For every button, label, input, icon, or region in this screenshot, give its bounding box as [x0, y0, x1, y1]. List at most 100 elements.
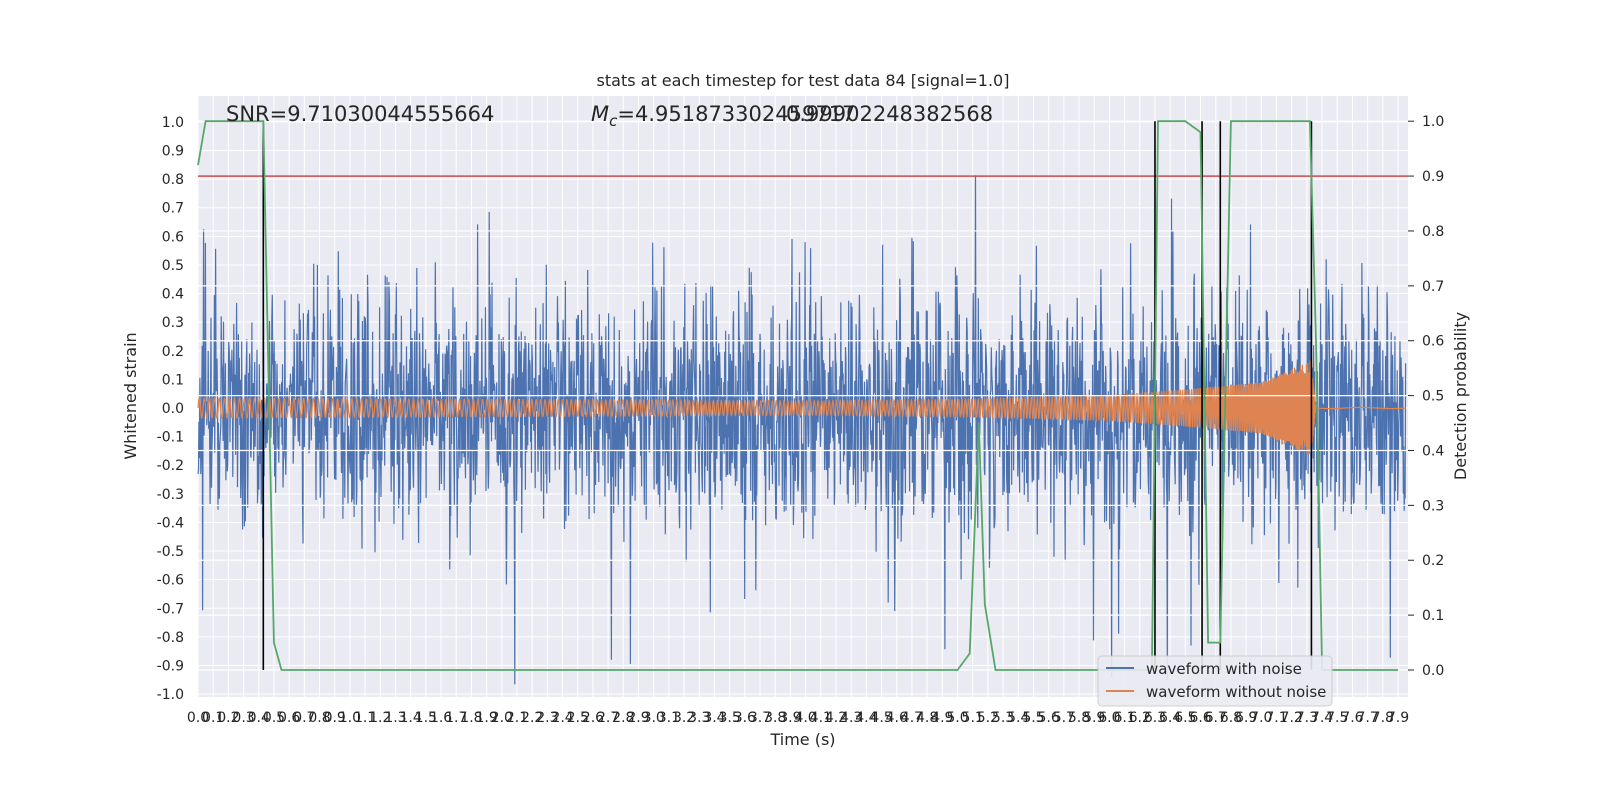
x-tick-label: 6.4 — [1159, 710, 1181, 726]
y-tick-label: -0.5 — [157, 544, 184, 560]
x-tick-label: 5.8 — [1068, 710, 1090, 726]
x-tick-label: 4.0 — [794, 710, 816, 726]
x-tick-label: 0.0 — [187, 710, 209, 726]
x-tick-label: 3.4 — [703, 710, 725, 726]
chirp-mass-annotation: Mc=4.951873302459717 — [591, 102, 855, 130]
chirp-mass-subscript: c — [609, 112, 618, 130]
x-tick-label: 7.2 — [1281, 710, 1303, 726]
x-tick-label: 4.9 — [931, 710, 953, 726]
x-tick-label: 4.6 — [886, 710, 908, 726]
y-ticks-left: 1.0 0.9 0.8 0.7 0.6 0.5 0.4 0.3 0.2 0.1 0.0 -0.1 -0.… — [157, 115, 184, 703]
y-tick-label: 0.2 — [162, 344, 184, 360]
x-tick-label: 2.9 — [627, 710, 649, 726]
x-axis-label: Time (s) — [769, 730, 835, 749]
y-tick-label: 0.9 — [162, 144, 184, 160]
y-tick-label-right: 0.7 — [1422, 279, 1444, 295]
series-waveform-with-noise — [197, 175, 1407, 685]
x-tick-label: 2.5 — [567, 710, 589, 726]
y-tick-label: -1.0 — [157, 687, 184, 703]
y-tick-label-right: 0.5 — [1422, 389, 1444, 405]
x-tick-label: 5.6 — [1038, 710, 1060, 726]
x-tick-label: 0.4 — [248, 710, 270, 726]
y-tick-label: -0.1 — [157, 430, 184, 446]
y-tick-label: -0.7 — [157, 601, 184, 617]
x-tick-label: 1.2 — [369, 710, 391, 726]
x-tick-label: 3.0 — [643, 710, 665, 726]
x-tick-label: 4.3 — [840, 710, 862, 726]
y-tick-label-right: 1.0 — [1422, 114, 1444, 130]
x-tick-label: 6.8 — [1220, 710, 1242, 726]
chart-title: stats at each timestep for test data 84 … — [597, 71, 1010, 90]
x-tick-label: 0.3 — [232, 710, 254, 726]
x-ticks: 0.00.10.20.30.40.50.60.70.80.91.01.11.21… — [187, 710, 1409, 726]
series-detection-probability — [197, 120, 1398, 671]
x-tick-label: 6.6 — [1189, 710, 1211, 726]
x-tick-label: 1.7 — [445, 710, 467, 726]
x-tick-label: 1.6 — [430, 710, 452, 726]
y-tick-label-right: 0.8 — [1422, 224, 1444, 240]
x-tick-label: 2.4 — [551, 710, 573, 726]
x-tick-label: 6.1 — [1113, 710, 1135, 726]
snr-annotation: SNR=9.71030044555664 — [226, 102, 494, 126]
y-tick-label-right: 0.0 — [1422, 663, 1444, 679]
x-tick-label: 1.1 — [354, 710, 376, 726]
noise-line — [197, 175, 1407, 685]
x-tick-label: 4.7 — [901, 710, 923, 726]
x-tick-label: 4.4 — [855, 710, 877, 726]
x-tick-label: 5.4 — [1007, 710, 1029, 726]
x-tick-label: 7.1 — [1265, 710, 1287, 726]
x-tick-label: 3.2 — [673, 710, 695, 726]
x-tick-label: 3.3 — [688, 710, 710, 726]
y-tick-label: -0.8 — [157, 630, 184, 646]
chirp-mass-value: =4.951873302459717 — [617, 102, 855, 126]
x-tick-label: 2.0 — [491, 710, 513, 726]
x-tick-label: 7.5 — [1326, 710, 1348, 726]
x-tick-label: 4.1 — [810, 710, 832, 726]
x-tick-label: 1.0 — [339, 710, 361, 726]
x-tick-label: 7.6 — [1341, 710, 1363, 726]
x-tick-label: 3.6 — [734, 710, 756, 726]
legend: waveform with noise waveform without noi… — [1097, 655, 1333, 707]
x-tick-label: 3.8 — [764, 710, 786, 726]
x-tick-label: 5.7 — [1053, 710, 1075, 726]
y-tick-label: 0.3 — [162, 315, 184, 331]
x-tick-label: 6.0 — [1098, 710, 1120, 726]
x-tick-label: 6.5 — [1174, 710, 1196, 726]
y-axis-label-right: Detection probability — [1451, 312, 1470, 480]
x-tick-label: 6.7 — [1205, 710, 1227, 726]
legend-box — [1097, 655, 1333, 707]
x-tick-label: 1.3 — [384, 710, 406, 726]
x-tick-label: 0.1 — [202, 710, 224, 726]
y-tick-label: -0.3 — [157, 487, 184, 503]
x-tick-label: 5.1 — [962, 710, 984, 726]
legend-label-noise: waveform with noise — [1146, 660, 1302, 678]
y-ticks-right: 1.0 0.9 0.8 0.7 0.6 0.5 0.4 0.3 0.2 0.1 0.0 — [1408, 114, 1444, 679]
x-tick-label: 6.3 — [1144, 710, 1166, 726]
y-tick-label-right: 0.1 — [1422, 608, 1444, 624]
x-tick-label: 7.3 — [1296, 710, 1318, 726]
x-tick-label: 4.2 — [825, 710, 847, 726]
x-tick-label: 4.5 — [870, 710, 892, 726]
y-tick-label: -0.2 — [157, 458, 184, 474]
x-tick-label: 7.4 — [1311, 710, 1333, 726]
x-tick-label: 7.7 — [1356, 710, 1378, 726]
y-tick-label: 1.0 — [162, 115, 184, 131]
y-tick-label: 0.5 — [162, 258, 184, 274]
legend-label-signal: waveform without noise — [1146, 683, 1326, 701]
x-tick-label: 5.0 — [946, 710, 968, 726]
x-tick-label: 0.7 — [293, 710, 315, 726]
y-tick-label: -0.4 — [157, 515, 184, 531]
y-tick-label: 0.0 — [162, 401, 184, 417]
y-tick-label: -0.6 — [157, 573, 184, 589]
overlap-annotation: 0.99902248382568 — [786, 102, 993, 126]
x-tick-label: 2.8 — [612, 710, 634, 726]
x-tick-label: 3.7 — [749, 710, 771, 726]
chirp-mass-symbol: M — [591, 102, 609, 126]
y-tick-label: -0.9 — [157, 658, 184, 674]
x-tick-label: 3.9 — [779, 710, 801, 726]
x-tick-label: 5.2 — [977, 710, 999, 726]
x-tick-label: 0.9 — [324, 710, 346, 726]
x-tick-label: 6.2 — [1129, 710, 1151, 726]
right-grid — [198, 120, 1408, 671]
